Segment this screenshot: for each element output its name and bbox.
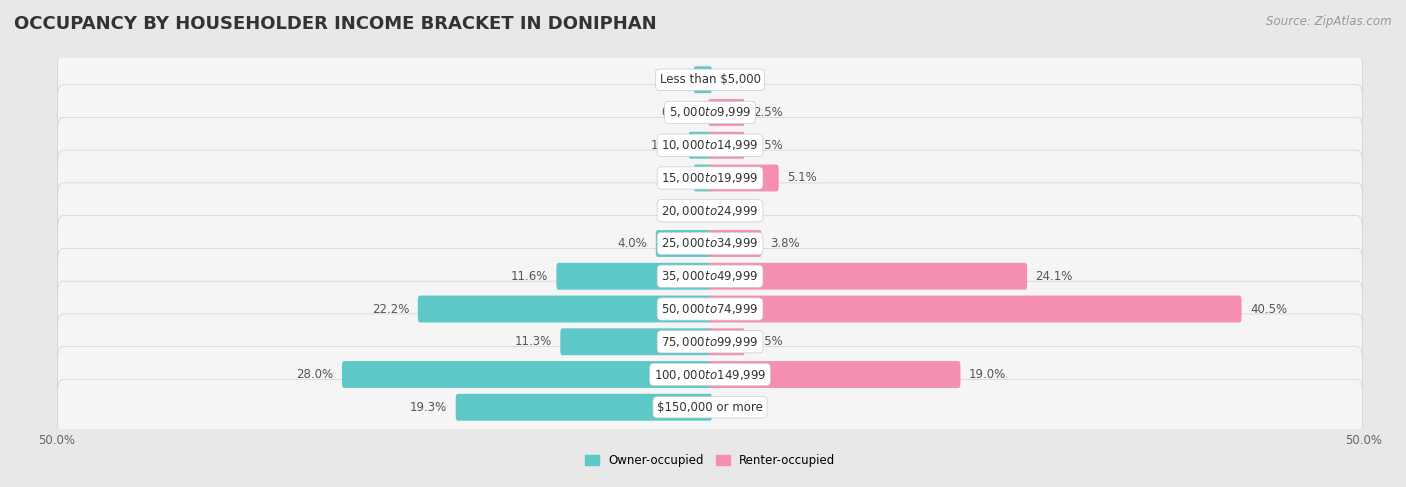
FancyBboxPatch shape	[58, 150, 1362, 206]
FancyBboxPatch shape	[58, 117, 1362, 173]
Text: $35,000 to $49,999: $35,000 to $49,999	[661, 269, 759, 283]
Text: $20,000 to $24,999: $20,000 to $24,999	[661, 204, 759, 218]
FancyBboxPatch shape	[709, 99, 745, 126]
FancyBboxPatch shape	[58, 248, 1362, 304]
FancyBboxPatch shape	[456, 394, 711, 421]
FancyBboxPatch shape	[693, 165, 711, 191]
FancyBboxPatch shape	[58, 216, 1362, 271]
FancyBboxPatch shape	[709, 328, 745, 355]
Legend: Owner-occupied, Renter-occupied: Owner-occupied, Renter-occupied	[585, 454, 835, 467]
FancyBboxPatch shape	[655, 230, 711, 257]
Text: 24.1%: 24.1%	[1036, 270, 1073, 283]
Text: Less than $5,000: Less than $5,000	[659, 73, 761, 86]
Text: 19.3%: 19.3%	[411, 401, 447, 414]
Text: $50,000 to $74,999: $50,000 to $74,999	[661, 302, 759, 316]
FancyBboxPatch shape	[709, 230, 762, 257]
Text: 3.8%: 3.8%	[770, 237, 800, 250]
FancyBboxPatch shape	[58, 379, 1362, 435]
Text: 0.0%: 0.0%	[730, 73, 759, 86]
Text: $100,000 to $149,999: $100,000 to $149,999	[654, 368, 766, 381]
Text: 5.1%: 5.1%	[787, 171, 817, 185]
Text: 1.1%: 1.1%	[655, 171, 685, 185]
Text: 40.5%: 40.5%	[1250, 302, 1286, 316]
Text: 2.5%: 2.5%	[754, 139, 783, 152]
Text: 0.0%: 0.0%	[730, 204, 759, 217]
Text: 28.0%: 28.0%	[297, 368, 333, 381]
Text: $15,000 to $19,999: $15,000 to $19,999	[661, 171, 759, 185]
Text: 11.6%: 11.6%	[510, 270, 548, 283]
FancyBboxPatch shape	[58, 281, 1362, 337]
FancyBboxPatch shape	[58, 347, 1362, 402]
Text: 0.0%: 0.0%	[661, 204, 690, 217]
Text: Source: ZipAtlas.com: Source: ZipAtlas.com	[1267, 15, 1392, 28]
FancyBboxPatch shape	[561, 328, 711, 355]
FancyBboxPatch shape	[58, 85, 1362, 140]
FancyBboxPatch shape	[693, 66, 711, 93]
FancyBboxPatch shape	[709, 361, 960, 388]
Text: $25,000 to $34,999: $25,000 to $34,999	[661, 237, 759, 250]
FancyBboxPatch shape	[58, 314, 1362, 370]
FancyBboxPatch shape	[709, 165, 779, 191]
Text: $75,000 to $99,999: $75,000 to $99,999	[661, 335, 759, 349]
Text: 1.5%: 1.5%	[650, 139, 681, 152]
Text: $10,000 to $14,999: $10,000 to $14,999	[661, 138, 759, 152]
Text: OCCUPANCY BY HOUSEHOLDER INCOME BRACKET IN DONIPHAN: OCCUPANCY BY HOUSEHOLDER INCOME BRACKET …	[14, 15, 657, 33]
FancyBboxPatch shape	[709, 296, 1241, 322]
Text: 1.1%: 1.1%	[655, 73, 685, 86]
Text: 4.0%: 4.0%	[617, 237, 647, 250]
FancyBboxPatch shape	[58, 183, 1362, 239]
FancyBboxPatch shape	[709, 263, 1028, 290]
FancyBboxPatch shape	[689, 132, 711, 159]
FancyBboxPatch shape	[557, 263, 711, 290]
Text: 19.0%: 19.0%	[969, 368, 1007, 381]
Text: 0.0%: 0.0%	[730, 401, 759, 414]
Text: $5,000 to $9,999: $5,000 to $9,999	[669, 106, 751, 119]
Text: $150,000 or more: $150,000 or more	[657, 401, 763, 414]
Text: 0.0%: 0.0%	[661, 106, 690, 119]
FancyBboxPatch shape	[58, 52, 1362, 108]
Text: 2.5%: 2.5%	[754, 335, 783, 348]
FancyBboxPatch shape	[342, 361, 711, 388]
Text: 2.5%: 2.5%	[754, 106, 783, 119]
Text: 11.3%: 11.3%	[515, 335, 551, 348]
FancyBboxPatch shape	[418, 296, 711, 322]
Text: 22.2%: 22.2%	[373, 302, 409, 316]
FancyBboxPatch shape	[709, 132, 745, 159]
